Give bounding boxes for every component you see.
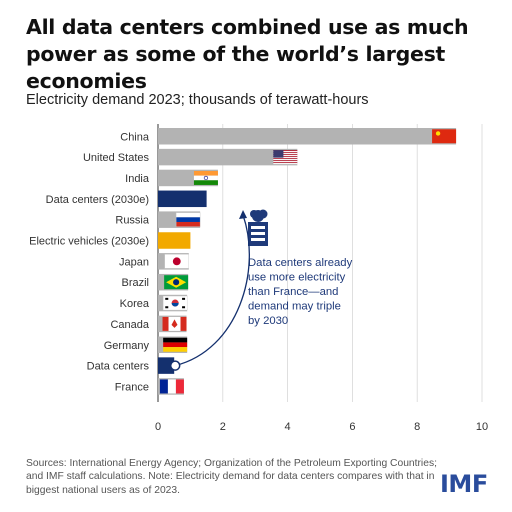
annotation-arrow: [175, 214, 250, 367]
flags: [159, 129, 457, 394]
annotation-line: demand may triple: [248, 301, 341, 313]
annotation-line: by 2030: [248, 315, 288, 327]
japan-flag-icon: [164, 254, 189, 269]
category-label: Germany: [104, 340, 150, 352]
bar-chart: China United States India Data centers (203…: [29, 124, 488, 433]
india-flag-icon: [193, 170, 218, 185]
brazil-flag-icon: [164, 275, 189, 290]
bar: [158, 128, 457, 145]
x-tick-label: 2: [220, 421, 226, 433]
source-note: Sources: International Energy Agency; Or…: [26, 458, 437, 496]
bar: [158, 148, 298, 166]
x-tick-label: 4: [285, 421, 291, 433]
category-label: Brazil: [121, 277, 149, 289]
annotation-line: than France—and: [248, 286, 338, 298]
category-label: Korea: [120, 298, 150, 310]
china-flag-icon: [432, 129, 457, 144]
category-label: Data centers: [87, 361, 150, 373]
arrow-head: [239, 210, 247, 219]
chart-subtitle: Electricity demand 2023; thousands of te…: [26, 92, 369, 108]
x-tick-label: 10: [476, 421, 488, 433]
bar: [158, 190, 207, 208]
category-label: France: [115, 381, 149, 393]
annotation-line: Data centers already: [248, 257, 353, 269]
imf-logo: IMF: [440, 470, 488, 498]
category-labels: China United States India Data centers (203…: [29, 131, 150, 393]
category-label: Electric vehicles (2030e): [29, 236, 149, 248]
canada-flag-icon: [162, 316, 187, 331]
x-tick-label: 0: [155, 421, 161, 433]
germany-flag-icon: [163, 337, 188, 352]
annotation-dot: [169, 360, 181, 371]
x-axis-ticks: 0 2 4 6 8 10: [155, 421, 488, 433]
usa-flag-icon: [273, 150, 298, 165]
category-label: United States: [83, 152, 150, 164]
category-label: Japan: [119, 256, 149, 268]
x-tick-label: 6: [349, 421, 355, 433]
x-tick-label: 8: [414, 421, 420, 433]
chart-title: All data centers combined use as much po…: [26, 15, 469, 93]
bar: [158, 232, 191, 249]
category-label: Data centers (2030e): [46, 194, 149, 206]
annotation-line: use more electricity: [248, 272, 346, 284]
server-building-icon: [248, 209, 268, 246]
bar: [158, 357, 175, 374]
category-label: Canada: [110, 319, 149, 331]
france-flag-icon: [159, 379, 184, 394]
category-label: China: [120, 131, 150, 143]
category-label: Russia: [115, 215, 150, 227]
russia-flag-icon: [175, 212, 201, 227]
category-label: India: [125, 173, 150, 185]
korea-flag-icon: [162, 295, 188, 311]
annotation: Data centers already use more electricity…: [169, 209, 353, 371]
